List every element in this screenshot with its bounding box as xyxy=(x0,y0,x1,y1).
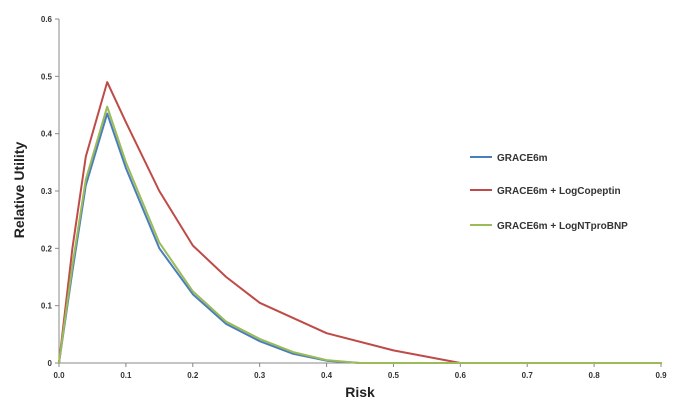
x-tick-label: 0.7 xyxy=(522,371,534,380)
x-axis-title: Risk xyxy=(345,384,375,400)
series-line-1 xyxy=(58,112,662,364)
legend-label-2: GRACE6m + LogCopeptin xyxy=(497,186,621,197)
series-line-3 xyxy=(58,105,662,364)
x-tick-label: 0.6 xyxy=(455,371,467,380)
y-tick-label: 0.4 xyxy=(41,130,53,139)
x-tick-label: 0.9 xyxy=(655,371,667,380)
x-tick-label: 0.5 xyxy=(388,371,400,380)
series-layer xyxy=(58,81,662,364)
chart-legend: GRACE6m GRACE6m + LogCopeptin GRACE6m + Lo… xyxy=(470,153,628,232)
x-tick-label: 0.4 xyxy=(321,371,333,380)
x-tick-label: 0.1 xyxy=(120,371,132,380)
x-tick-label: 0.3 xyxy=(254,371,266,380)
legend-label-3: GRACE6m + LogNTproBNP xyxy=(497,221,628,232)
y-tick-label: 0.3 xyxy=(41,187,53,196)
y-axis-title: Relative Utility xyxy=(11,142,27,239)
x-tick-label: 0.8 xyxy=(589,371,601,380)
series-line-2 xyxy=(58,81,662,364)
y-tick-label: 0.6 xyxy=(41,15,53,24)
y-tick-label: 0.5 xyxy=(41,72,53,81)
chart-axes: 0 0.1 0.2 0.3 0.4 0.5 0.6 0.0 0.1 0.2 0.3 0.4 0.5 0.6… xyxy=(41,15,667,380)
y-tick-label: 0 xyxy=(48,359,53,368)
y-tick-label: 0.2 xyxy=(41,244,53,253)
legend-label-1: GRACE6m xyxy=(497,153,548,164)
x-tick-label: 0.2 xyxy=(187,371,199,380)
x-tick-label: 0.0 xyxy=(53,371,65,380)
y-tick-label: 0.1 xyxy=(41,302,53,311)
